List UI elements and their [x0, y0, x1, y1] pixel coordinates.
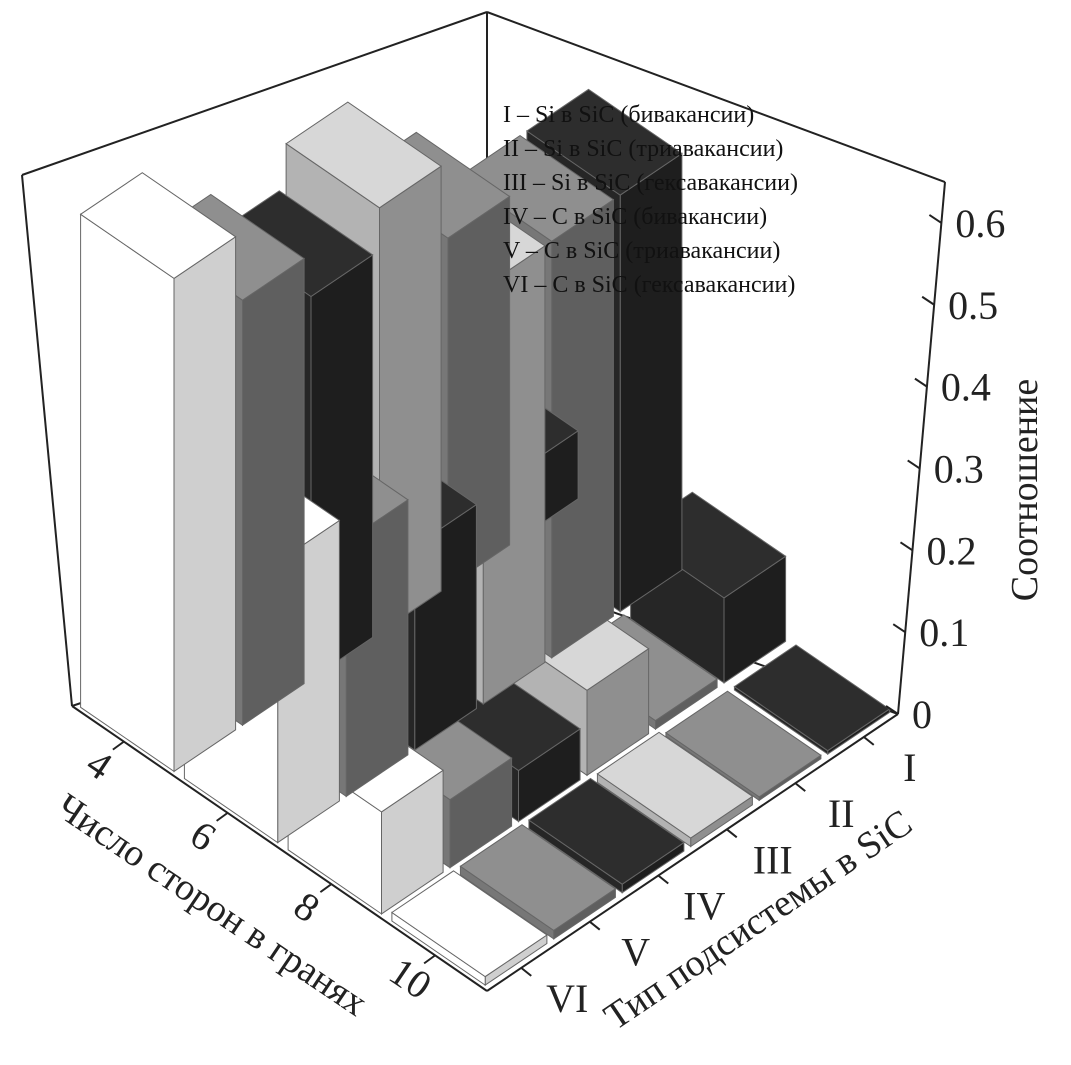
- y-tick-mark: [520, 967, 532, 977]
- bar-III-10: [596, 731, 754, 848]
- bar-top-face: [459, 824, 617, 932]
- y-tick-mark: [589, 920, 601, 931]
- bar-top-face: [526, 88, 683, 196]
- bar-IV-10: [528, 777, 685, 894]
- x-tick-mark: [216, 812, 229, 822]
- z-tick-label: 0: [912, 692, 932, 737]
- z-tick-mark: [885, 705, 899, 715]
- bar-top-face: [391, 870, 548, 978]
- z-tick-mark: [921, 295, 935, 306]
- bar-left-face: [173, 235, 237, 773]
- bar-II-10: [665, 690, 822, 802]
- bar-right-face: [80, 213, 175, 773]
- z-tick-label: 0.2: [926, 528, 976, 573]
- y-tick-label: IV: [683, 884, 725, 929]
- z-tick-mark: [914, 377, 928, 388]
- legend-item: IV – C в SiC (бивакансии): [503, 204, 767, 230]
- legend-item: V – C в SiC (триавакансии): [503, 238, 780, 264]
- x-tick-label: 6: [182, 811, 224, 859]
- z-tick-label: 0.3: [934, 446, 984, 491]
- legend: I – Si в SiC (бивакансии) II – Si в SiC (…: [503, 102, 798, 298]
- bar-top-face: [596, 731, 754, 839]
- x-tick-mark: [319, 883, 332, 893]
- y-tick-label: I: [903, 745, 916, 790]
- bar-top-face: [733, 644, 891, 752]
- z-axis-ticks: 0 0.1 0.2 0.3 0.4 0.5 0.6: [885, 201, 1005, 737]
- z-tick-label: 0.6: [955, 201, 1005, 246]
- bar-I-10: [733, 644, 891, 756]
- z-tick-mark: [907, 459, 921, 470]
- legend-item: III – Si в SiC (гексавакансии): [503, 170, 798, 196]
- bar-top-face: [79, 172, 237, 280]
- x-tick-label: 4: [79, 740, 121, 788]
- z-axis-title: Соотношение: [1004, 379, 1046, 601]
- z-tick-label: 0.5: [948, 283, 998, 328]
- x-tick-label: 8: [286, 883, 328, 931]
- z-tick-mark: [899, 541, 914, 552]
- y-tick-mark: [863, 736, 875, 746]
- x-tick-mark: [112, 740, 125, 751]
- z-tick-mark: [928, 214, 942, 224]
- z-tick-label: 0.4: [941, 365, 991, 410]
- bar-left-face: [242, 257, 305, 727]
- bar-VI-4: [79, 172, 237, 773]
- x-tick-mark: [423, 954, 436, 965]
- bar-VI-10: [391, 870, 548, 987]
- bar-top-face: [285, 101, 442, 209]
- y-tick-mark: [657, 874, 669, 885]
- y-tick-mark: [794, 782, 806, 792]
- bar-V-10: [459, 824, 617, 940]
- y-tick-label: V: [621, 930, 650, 975]
- legend-item: II – Si в SiC (триавакансии): [503, 136, 783, 162]
- legend-item: I – Si в SiC (бивакансии): [503, 102, 754, 128]
- bar-top-face: [665, 690, 822, 798]
- z-tick-label: 0.1: [919, 610, 969, 655]
- y-tick-label: VI: [546, 976, 588, 1021]
- z-tick-mark: [892, 623, 906, 633]
- legend-item: VI – C в SiC (гексавакансии): [503, 272, 795, 298]
- y-tick-label: II: [828, 791, 855, 836]
- bars-group: [79, 88, 891, 987]
- y-tick-mark: [726, 828, 738, 839]
- bar-top-face: [528, 777, 685, 885]
- y-tick-label: III: [753, 837, 793, 882]
